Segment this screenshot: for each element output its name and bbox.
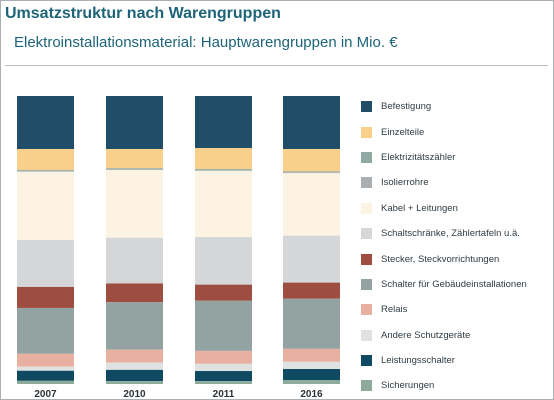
bar-segment-2007-9: [17, 353, 74, 367]
legend-swatch: [361, 380, 372, 392]
bar-segment-2016-8: [283, 298, 340, 349]
bar-segment-2011-4: [195, 170, 252, 171]
bar-segment-2011-3: [195, 169, 252, 171]
bar-segment-2016-2: [283, 148, 340, 172]
legend-swatch: [361, 355, 372, 367]
legend-item: Befestigung: [361, 94, 551, 119]
legend-item: Elektrizitätszähler: [361, 145, 551, 170]
bar-segment-2016-12: [283, 380, 340, 384]
bar-segment-2007-5: [17, 171, 74, 240]
bar-segment-2011-6: [195, 237, 252, 285]
bar-segment-2011-2: [195, 148, 252, 170]
legend-item: Schalter für Gebäudeinstallationen: [361, 272, 551, 297]
legend-label: Andere Schutzgeräte: [381, 329, 471, 341]
legend-label: Schalter für Gebäudeinstallationen: [381, 278, 527, 290]
bar-segment-2011-5: [195, 170, 252, 238]
legend-swatch: [361, 202, 372, 214]
x-tick-label: 2011: [213, 389, 235, 400]
bar-segment-2011-12: [195, 381, 252, 384]
bar-segment-2007-6: [17, 240, 74, 287]
bar-segment-2011-1: [195, 96, 252, 149]
legend-item: Leistungsschalter: [361, 348, 551, 373]
legend-label: Sicherungen: [381, 380, 435, 392]
legend-swatch: [361, 126, 372, 138]
legend-label: Schaltschränke, Zählertafeln u.ä.: [381, 228, 520, 240]
legend-label: Kabel + Leitungen: [381, 202, 458, 214]
bar-segment-2010-7: [106, 283, 163, 303]
legend-label: Isolierrohre: [381, 177, 429, 189]
bar-segment-2007-10: [17, 366, 74, 371]
bar-segment-2011-7: [195, 284, 252, 301]
bar-segment-2010-9: [106, 349, 163, 363]
legend-label: Befestigung: [381, 101, 432, 113]
bar-segment-2011-8: [195, 300, 252, 351]
header-divider: [5, 65, 548, 66]
legend-label: Elektrizitätszähler: [381, 151, 456, 163]
bar-segment-2011-9: [195, 350, 252, 364]
bar-segment-2016-10: [283, 361, 340, 370]
legend-label: Leistungsschalter: [381, 355, 455, 367]
legend-item: Andere Schutzgeräte: [361, 323, 551, 348]
legend-label: Einzelteile: [381, 126, 425, 138]
bar-segment-2016-11: [283, 369, 340, 381]
x-tick-label: 2016: [300, 389, 323, 400]
legend-item: Kabel + Leitungen: [361, 196, 551, 221]
bar-segment-2007-8: [17, 307, 74, 354]
bar-segment-2016-6: [283, 235, 340, 283]
legend-swatch: [361, 329, 372, 341]
bar-segment-2007-7: [17, 286, 74, 308]
bar-segment-2007-3: [17, 170, 74, 171]
legend-item: Schaltschränke, Zählertafeln u.ä.: [361, 221, 551, 246]
legend-swatch: [361, 304, 372, 316]
legend-label: Stecker, Steckvorrichtungen: [381, 253, 500, 265]
bar-segment-2010-1: [106, 96, 163, 149]
page-title: Umsatzstruktur nach Warengruppen: [5, 5, 281, 22]
legend-swatch: [361, 228, 372, 240]
legend-item: Isolierrohre: [361, 170, 551, 195]
legend-swatch: [361, 278, 372, 290]
bar-segment-2010-12: [106, 381, 163, 384]
bar-segment-2016-3: [283, 171, 340, 173]
legend-item: Einzelteile: [361, 119, 551, 144]
legend-swatch: [361, 253, 372, 265]
chart-legend: Befestigung Einzelteile Elektrizitätszähle…: [361, 94, 551, 399]
bar-segment-2007-1: [17, 96, 74, 149]
legend-item: Sicherungen: [361, 373, 551, 398]
bar-segment-2010-4: [106, 169, 163, 171]
x-tick-label: 2007: [34, 389, 57, 400]
legend-label: Relais: [381, 304, 408, 316]
bar-segment-2016-4: [283, 172, 340, 174]
bar-segment-2016-1: [283, 96, 340, 149]
legend-swatch: [361, 177, 372, 189]
legend-swatch: [361, 151, 372, 163]
bar-segment-2016-7: [283, 282, 340, 299]
bar-segment-2010-10: [106, 362, 163, 370]
legend-item: Stecker, Steckvorrichtungen: [361, 246, 551, 271]
bar-segment-2010-3: [106, 168, 163, 170]
bar-segment-2007-4: [17, 170, 74, 172]
bar-segment-2010-6: [106, 237, 163, 284]
x-tick-label: 2010: [123, 389, 146, 400]
bar-segment-2010-11: [106, 369, 163, 382]
chart-subtitle: Elektroinstallationsmaterial: Hauptwaren…: [14, 34, 398, 51]
bar-segment-2016-9: [283, 348, 340, 362]
bar-segment-2011-10: [195, 363, 252, 372]
bar-segment-2010-2: [106, 148, 163, 169]
bar-segment-2010-8: [106, 302, 163, 350]
bar-segment-2007-11: [17, 370, 74, 381]
bar-segment-2010-5: [106, 170, 163, 238]
bar-segment-2016-5: [283, 173, 340, 236]
bar-segment-2007-2: [17, 148, 74, 171]
bar-segment-2007-12: [17, 380, 74, 384]
legend-swatch: [361, 101, 372, 113]
legend-item: Relais: [361, 297, 551, 322]
bar-segment-2011-11: [195, 371, 252, 382]
